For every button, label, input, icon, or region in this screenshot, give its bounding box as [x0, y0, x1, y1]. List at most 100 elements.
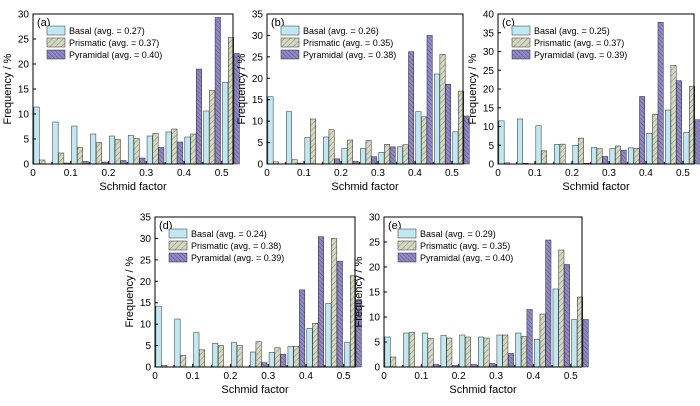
bar-basal	[535, 125, 542, 165]
legend-label: Prismatic (avg. = 0.38)	[191, 241, 281, 251]
x-tick-label: 0.5	[445, 168, 459, 179]
x-tick-label: 0	[381, 371, 387, 382]
x-tick-label: 0.2	[334, 168, 348, 179]
bar-prismatic	[274, 347, 281, 368]
bar-pyramidal	[545, 239, 552, 368]
bar-prismatic	[596, 148, 603, 165]
bar-prismatic	[421, 116, 427, 165]
legend-label: Pyramidal (avg. = 0.40)	[69, 50, 162, 60]
y-tick-label: 30	[252, 31, 264, 42]
y-tick-label: 15	[252, 95, 264, 106]
bar-basal	[517, 118, 523, 165]
y-tick-label: 5	[488, 141, 494, 152]
legend-swatch-prismatic	[280, 37, 300, 48]
bar-basal	[267, 96, 274, 165]
bar-basal	[174, 318, 181, 368]
bar-pyramidal	[676, 80, 683, 165]
y-tick-label: 0	[488, 160, 494, 171]
bar-pyramidal	[139, 157, 146, 165]
bar-prismatic	[199, 349, 205, 368]
x-tick-label: 0.3	[489, 371, 503, 382]
x-tick-label: 0	[264, 168, 270, 179]
y-tick-label: 15	[369, 288, 381, 299]
legend-label: Pyramidal (avg. = 0.39)	[534, 50, 627, 60]
bar-basal	[534, 339, 540, 368]
y-tick-label: 20	[252, 74, 264, 85]
y-tick-label: 35	[483, 28, 495, 39]
y-tick-label: 20	[140, 277, 152, 288]
y-tick-label: 25	[18, 35, 30, 46]
bar-basal	[515, 332, 522, 368]
x-tick-label: 0.3	[602, 168, 616, 179]
y-axis-label: Frequency / %	[2, 53, 14, 124]
bar-prismatic	[133, 138, 140, 165]
legend-label: Prismatic (avg. = 0.37)	[69, 38, 159, 48]
bar-pyramidal	[463, 115, 470, 165]
x-tick-label: 0.2	[224, 371, 238, 382]
y-axis-label: Frequency / %	[124, 256, 136, 327]
y-tick-label: 25	[252, 52, 264, 63]
bar-prismatic	[365, 140, 372, 165]
y-tick-label: 40	[483, 10, 495, 21]
bar-prismatic	[652, 113, 658, 165]
bar-prismatic	[347, 139, 353, 165]
y-tick-label: 10	[140, 320, 152, 331]
y-axis-label: Frequency / %	[353, 256, 365, 327]
x-axis-label: Schmid factor	[99, 181, 167, 193]
x-tick-label: 0.1	[186, 371, 200, 382]
x-tick-label: 0.3	[261, 371, 275, 382]
bar-pyramidal	[508, 353, 514, 368]
bar-basal	[90, 133, 97, 165]
bar-pyramidal	[426, 35, 433, 165]
legend-swatch-basal	[280, 25, 300, 36]
bar-prismatic	[633, 148, 640, 165]
panel-label: (c)	[502, 17, 515, 29]
x-tick-label: 0.1	[64, 168, 78, 179]
legend-swatch-pyramidal	[168, 252, 188, 263]
bar-basal	[609, 148, 616, 165]
bar-basal	[222, 82, 229, 165]
bar-basal	[498, 120, 505, 165]
bar-pyramidal	[526, 309, 533, 368]
legend-label: Basal (avg. = 0.25)	[534, 26, 610, 36]
bar-basal	[146, 135, 153, 165]
y-tick-label: 15	[140, 298, 152, 309]
bar-basal	[268, 352, 275, 368]
bar-pyramidal	[657, 22, 664, 165]
bar-pyramidal	[280, 353, 287, 368]
bar-pyramidal	[233, 53, 240, 165]
bar-basal	[552, 288, 559, 368]
x-tick-label: 0.5	[215, 168, 229, 179]
bar-pyramidal	[195, 68, 202, 165]
bar-prismatic	[171, 128, 178, 165]
legend-swatch-prismatic	[168, 240, 188, 251]
bar-prismatic	[209, 90, 216, 165]
legend-swatch-basal	[397, 228, 417, 239]
x-tick-label: 0	[30, 168, 36, 179]
bar-basal	[306, 328, 313, 368]
x-tick-label: 0.1	[297, 168, 311, 179]
x-tick-label: 0.5	[676, 168, 690, 179]
bar-basal	[193, 332, 200, 368]
bar-prismatic	[427, 338, 434, 368]
y-tick-label: 30	[140, 234, 152, 245]
bar-pyramidal	[158, 147, 165, 165]
y-tick-label: 0	[145, 363, 151, 374]
bar-pyramidal	[489, 363, 496, 368]
bar-pyramidal	[408, 51, 415, 165]
x-axis-label: Schmid factor	[562, 181, 630, 193]
legend-label: Prismatic (avg. = 0.35)	[303, 38, 393, 48]
bar-prismatic	[190, 133, 197, 165]
bar-basal	[71, 125, 78, 165]
y-tick-label: 10	[18, 110, 30, 121]
bar-prismatic	[236, 345, 243, 368]
x-tick-label: 0.4	[408, 168, 422, 179]
bar-pyramidal	[620, 149, 627, 165]
bar-pyramidal	[355, 300, 362, 368]
bar-pyramidal	[317, 236, 324, 368]
bar-prismatic	[328, 129, 335, 165]
chart-panel-5: 0 5 10 15 20 25 30 0 0.1 0.2 0.3 0.4 0.5 Schmid facto…	[353, 213, 589, 396]
legend-swatch-prismatic	[511, 37, 531, 48]
bar-prismatic	[39, 159, 46, 165]
x-tick-label: 0.5	[564, 371, 578, 382]
